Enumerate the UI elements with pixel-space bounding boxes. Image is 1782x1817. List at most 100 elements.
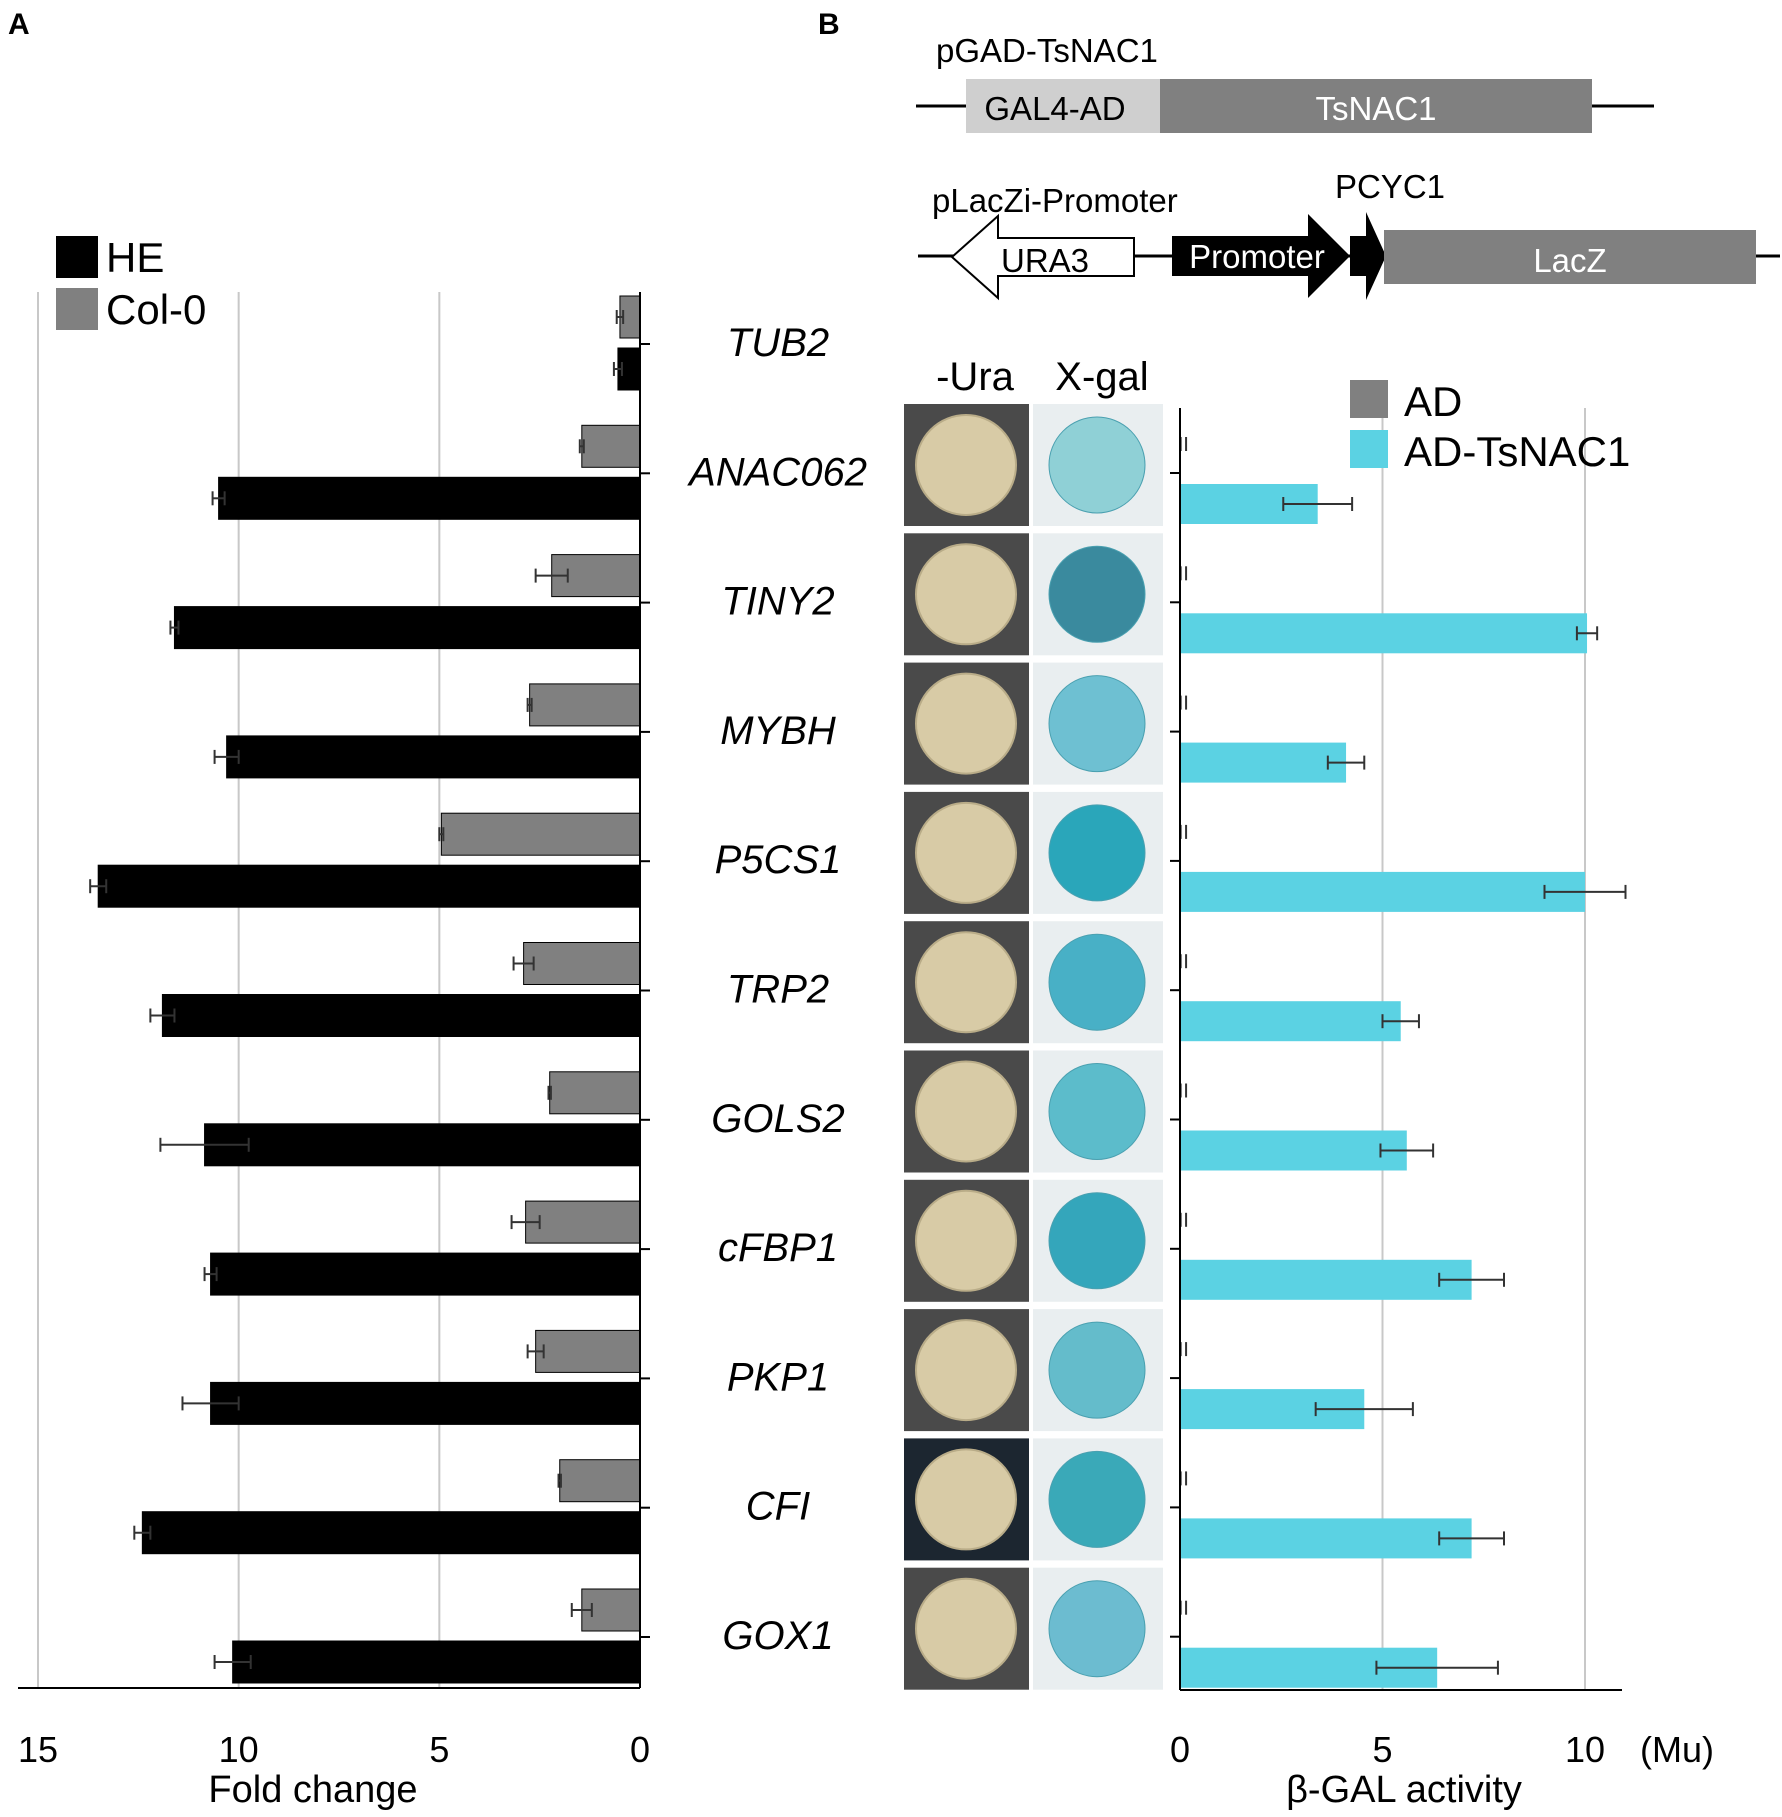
panel-a-errorbar-he-anac062 bbox=[211, 491, 226, 506]
lacz-label: LacZ bbox=[1533, 242, 1606, 279]
panel-a-legend: HE Col-0 bbox=[56, 234, 206, 333]
gene-label-pkp1: PKP1 bbox=[727, 1355, 829, 1399]
legend-swatch-ad bbox=[1350, 380, 1388, 418]
gal4-ad-box bbox=[966, 79, 1160, 133]
panel-a-bar-he-p5cs1 bbox=[97, 864, 641, 908]
panel-label-b: B bbox=[818, 8, 840, 41]
panel-a-errorbar-col0-mybh bbox=[526, 697, 533, 712]
panel-b-errorbar-ad-tsnac1-pkp1 bbox=[1314, 1402, 1414, 1417]
panel-a-errorbar-col0-trp2 bbox=[512, 956, 535, 971]
pcyc1-label: PCYC1 bbox=[1335, 168, 1445, 205]
panel-b-x-axis-title: β-GAL activity bbox=[1286, 1769, 1522, 1811]
panel-b-bar-ad-tiny2 bbox=[1180, 566, 1183, 581]
panel-a-tick-label-15: 15 bbox=[18, 1729, 58, 1770]
ura-colony-pkp1 bbox=[915, 1319, 1017, 1422]
xgal-colony-pkp1 bbox=[1048, 1321, 1146, 1419]
promoter-label: Promoter bbox=[1189, 238, 1325, 275]
panel-b-tick-label-0: 0 bbox=[1170, 1729, 1190, 1770]
tsnac1-box bbox=[1160, 79, 1592, 133]
panel-b-errorbar-ad-tsnac1-gox1 bbox=[1375, 1660, 1499, 1675]
construct-placzi-promoter: pLacZi-Promoter PCYC1 URA3 Promoter LacZ bbox=[918, 168, 1780, 301]
panel-a-tick-label-5: 5 bbox=[429, 1729, 449, 1770]
panel-b-bar-ad-tsnac1-cfi bbox=[1180, 1518, 1472, 1559]
panel-a-errorbar-col0-tiny2 bbox=[534, 568, 569, 583]
panel-a-bar-he-pkp1 bbox=[210, 1381, 641, 1425]
panel-b-tick-label-5: 5 bbox=[1372, 1729, 1392, 1770]
panel-b-errorbar-ad-tsnac1-mybh bbox=[1326, 755, 1366, 770]
panel-label-a: A bbox=[8, 8, 30, 41]
panel-b-tick-label-10: 10 bbox=[1565, 1729, 1605, 1770]
panel-a-errorbar-he-p5cs1 bbox=[89, 879, 108, 894]
panel-a-errorbar-col0-anac062 bbox=[578, 439, 585, 454]
construct-pgad-tsnac1: pGAD-TsNAC1 GAL4-AD TsNAC1 bbox=[916, 32, 1654, 133]
gene-label-gols2: GOLS2 bbox=[711, 1097, 844, 1141]
panel-b-bars bbox=[1170, 437, 1627, 1688]
xgal-colony-tiny2 bbox=[1048, 545, 1146, 643]
xgal-colony-mybh bbox=[1048, 675, 1146, 773]
panel-a-errorbar-he-pkp1 bbox=[181, 1396, 240, 1411]
xgal-colony-cfbp1 bbox=[1048, 1192, 1146, 1290]
panel-b-bar-ad-pkp1 bbox=[1180, 1342, 1183, 1357]
panel-a-bar-col0-cfi bbox=[559, 1459, 641, 1503]
gene-label-trp2: TRP2 bbox=[727, 968, 829, 1012]
panel-a-errorbar-he-mybh bbox=[213, 749, 240, 764]
panel-a-errorbar-he-trp2 bbox=[149, 1008, 176, 1023]
panel-b-bar-ad-tsnac1-gols2 bbox=[1180, 1130, 1407, 1171]
gene-labels: TUB2 ANAC062 TINY2 MYBH P5CS1 TRP2 GOLS2 cFBP1 P… bbox=[687, 321, 867, 1658]
panel-a-bar-col0-cfbp1 bbox=[525, 1200, 641, 1244]
panel-b-errorbar-ad-tsnac1-cfbp1 bbox=[1438, 1272, 1505, 1287]
gene-label-gox1: GOX1 bbox=[722, 1614, 833, 1658]
panel-b-bar-ad-tsnac1-tiny2 bbox=[1180, 613, 1588, 654]
panel-a-bar-col0-gols2 bbox=[549, 1071, 641, 1115]
panel-b-bar-ad-cfi bbox=[1180, 1471, 1183, 1486]
gene-label-cfbp1: cFBP1 bbox=[718, 1226, 838, 1270]
panel-a-bar-col0-anac062 bbox=[581, 424, 641, 468]
panel-b-bar-ad-cfbp1 bbox=[1180, 1212, 1183, 1227]
panel-a-errorbar-he-gols2 bbox=[159, 1137, 250, 1152]
panel-a-bar-he-tiny2 bbox=[173, 606, 641, 650]
construct-placzi-label: pLacZi-Promoter bbox=[932, 182, 1178, 219]
ura-colony-gols2 bbox=[915, 1060, 1017, 1163]
panel-b-bar-ad-tsnac1-p5cs1 bbox=[1180, 871, 1585, 912]
gene-label-cfi: CFI bbox=[746, 1485, 810, 1529]
legend-label-he: HE bbox=[106, 234, 164, 281]
promoter-arrow bbox=[1172, 214, 1350, 298]
ura-colony-cfi bbox=[915, 1448, 1017, 1551]
ura-colony-anac062 bbox=[915, 414, 1017, 516]
construct-pgad-label: pGAD-TsNAC1 bbox=[936, 32, 1158, 69]
panel-a-bar-he-anac062 bbox=[218, 476, 641, 520]
panel-b-errorbar-ad-tsnac1-gols2 bbox=[1379, 1143, 1435, 1158]
legend-label-col0: Col-0 bbox=[106, 286, 206, 333]
xgal-colony-anac062 bbox=[1048, 416, 1146, 514]
ura-colony-gox1 bbox=[915, 1577, 1017, 1680]
xgal-colony-trp2 bbox=[1048, 933, 1146, 1031]
yeast-plate-photos bbox=[904, 404, 1163, 1690]
gene-label-anac062: ANAC062 bbox=[687, 450, 867, 494]
panel-b-chart: 0 5 10 (Mu) β-GAL activity AD AD-TsNAC1 bbox=[1170, 378, 1714, 1811]
lacz-box bbox=[1384, 230, 1756, 284]
panel-a-bar-he-gox1 bbox=[232, 1640, 641, 1684]
legend-swatch-he bbox=[56, 236, 98, 278]
panel-a-errorbar-col0-gox1 bbox=[570, 1603, 593, 1617]
gene-label-tub2: TUB2 bbox=[727, 321, 829, 365]
panel-a-bar-he-mybh bbox=[226, 735, 641, 779]
panel-b-bar-ad-trp2 bbox=[1180, 954, 1183, 969]
panel-b-bar-ad-mybh bbox=[1180, 695, 1183, 710]
panel-a-tick-label-10: 10 bbox=[219, 1729, 259, 1770]
panel-a-errorbar-he-cfbp1 bbox=[203, 1267, 218, 1282]
legend-swatch-ad-tsnac1 bbox=[1350, 430, 1388, 468]
panel-b-errorbar-ad-tsnac1-trp2 bbox=[1381, 1014, 1420, 1029]
ura-colony-p5cs1 bbox=[915, 801, 1017, 904]
panel-a-chart: 15 10 5 0 Fold change HE Col-0 bbox=[18, 234, 650, 1811]
ura-colony-trp2 bbox=[915, 931, 1017, 1034]
ura3-arrow bbox=[950, 213, 1135, 301]
ura3-label: URA3 bbox=[1001, 242, 1089, 279]
panel-a-bar-col0-mybh bbox=[529, 683, 641, 727]
gene-label-mybh: MYBH bbox=[720, 709, 836, 753]
xgal-colony-p5cs1 bbox=[1048, 804, 1146, 902]
gene-label-p5cs1: P5CS1 bbox=[715, 838, 842, 882]
legend-label-ad: AD bbox=[1404, 378, 1462, 425]
panel-b-errorbar-ad-tsnac1-tiny2 bbox=[1575, 626, 1599, 641]
plate-header-xgal: X-gal bbox=[1055, 355, 1148, 399]
